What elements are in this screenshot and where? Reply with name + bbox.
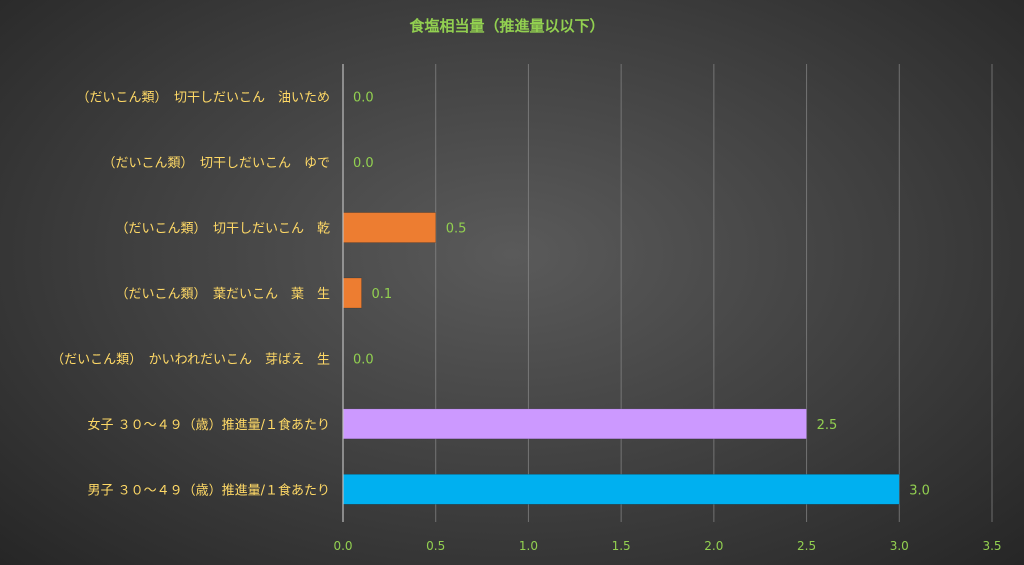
data-label: 0.0 [353,156,374,171]
bars [342,212,900,505]
data-label: 2.5 [817,418,838,433]
x-tick-label: 0.5 [426,539,445,553]
gridlines [435,64,993,522]
category-labels: （だいこん類） 切干しだいこん 油いため （だいこん類） 切干しだいこん ゆで （だ… [51,91,330,499]
x-tick-label: 3.5 [982,539,1001,553]
x-tick-label: 3.0 [890,539,909,553]
data-label: 0.0 [353,352,374,367]
x-tick-label: 1.5 [612,539,631,553]
x-tick-label: 1.0 [519,539,538,553]
data-label: 0.0 [353,91,374,106]
category-label: 女子 ３０～４９（歳）推進量/１食あたり [87,417,330,433]
bar [342,277,362,309]
category-label: 男子 ３０～４９（歳）推進量/１食あたり [87,482,330,498]
chart-title: 食塩相当量（推進量以以下） [409,17,604,35]
x-tick-label: 2.5 [797,539,816,553]
category-label: （だいこん類） 葉だいこん 葉 生 [115,287,330,302]
x-tick-label: 2.0 [704,539,723,553]
data-label: 0.1 [372,287,393,302]
x-tick-labels: 0.0 0.5 1.0 1.5 2.0 2.5 3.0 3.5 [333,539,1001,553]
bar [342,473,900,505]
data-labels: 0.0 0.0 0.5 0.1 0.0 2.5 3.0 [353,91,930,499]
bar [342,408,807,440]
category-label: （だいこん類） 切干しだいこん 乾 [115,222,330,237]
category-label: （だいこん類） かいわれだいこん 芽ばえ 生 [51,352,330,367]
category-label: （だいこん類） 切干しだいこん 油いため [76,91,330,106]
data-label: 3.0 [909,483,930,498]
data-label: 0.5 [446,222,467,237]
x-tick-label: 0.0 [333,539,352,553]
bar [342,212,437,243]
category-label: （だいこん類） 切干しだいこん ゆで [102,156,330,171]
